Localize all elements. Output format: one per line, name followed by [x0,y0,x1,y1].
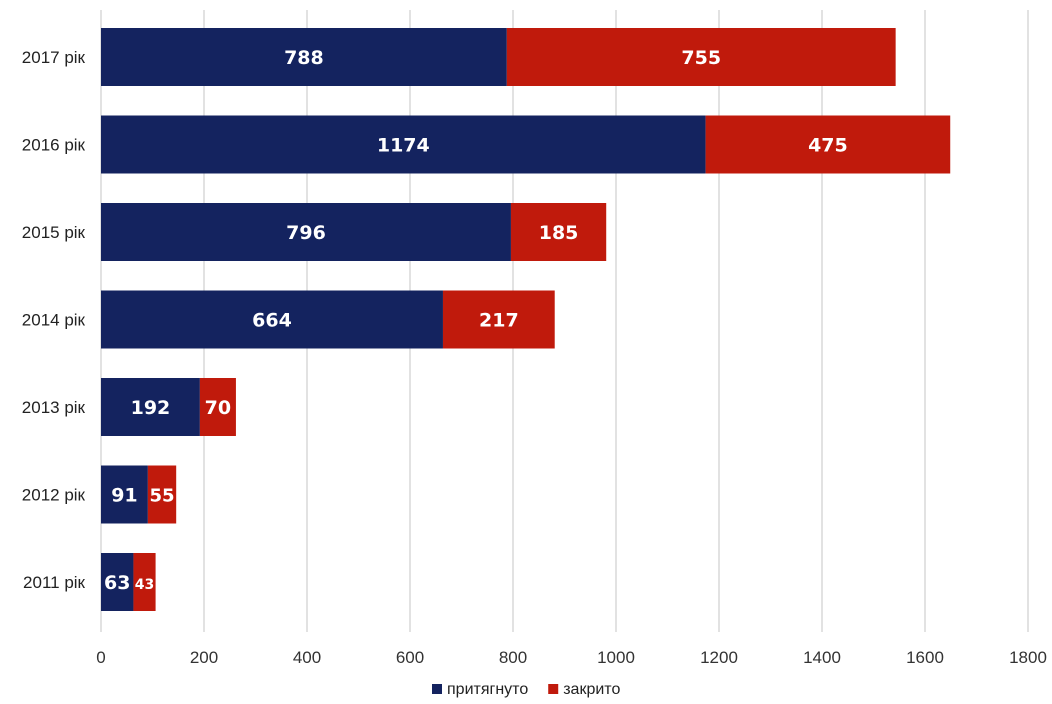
x-tick-label: 600 [396,648,424,667]
x-tick-label: 1400 [803,648,841,667]
x-tick-label: 1000 [597,648,635,667]
data-label: 664 [252,310,292,332]
legend: притягнуто закрито [432,681,620,698]
x-tick-label: 1800 [1009,648,1047,667]
bar-segment [147,465,177,524]
x-tick-label: 400 [293,648,321,667]
data-label: 755 [681,47,721,69]
bars: 788 755 1174 475 796 185 664 217 192 70 91 55 63 43 [101,28,951,611]
bar-segment [442,290,555,349]
data-label: 43 [135,577,154,593]
x-tick-label: 800 [499,648,527,667]
legend-swatch [548,684,559,694]
data-label: 788 [284,47,324,69]
x-tick-label: 200 [190,648,218,667]
legend-swatch [432,684,442,694]
data-label: 185 [539,222,579,244]
data-label: 55 [149,486,174,507]
data-label: 1174 [377,135,430,157]
data-label: 192 [131,397,171,419]
data-label: 63 [104,572,130,594]
x-axis-ticks: 0 200 400 600 800 1000 1200 1400 1600 1800 [96,648,1047,667]
data-label: 475 [808,135,848,157]
data-label: 70 [205,397,231,419]
bar-segment [101,203,511,261]
data-label: 91 [111,485,137,507]
x-tick-label: 1600 [906,648,944,667]
category-label: 2014 рік [22,311,86,330]
bar-segment [101,465,148,524]
category-label: 2015 рік [22,223,86,242]
bar-segment [101,378,200,436]
category-label: 2017 рік [22,48,86,67]
bar-segment [199,378,236,436]
bar-segment [506,28,896,86]
category-label: 2016 рік [22,136,86,155]
bar-segment [101,290,443,349]
x-tick-label: 1200 [700,648,738,667]
bar-segment [510,203,607,261]
legend-label: закрито [563,681,620,698]
category-label: 2012 рік [22,486,86,505]
bar-segment [101,28,507,86]
legend-label: притягнуто [447,681,528,698]
bar-segment [705,115,951,174]
category-label: 2013 рік [22,398,86,417]
x-tick-label: 0 [96,648,105,667]
category-label: 2011 рік [23,573,86,592]
bar-segment [101,115,706,174]
bar-segment [101,553,134,611]
data-label: 796 [286,222,326,244]
data-label: 217 [479,310,519,332]
bar-segment [133,553,156,611]
category-labels: 2017 рік 2016 рік 2015 рік 2014 рік 2013 рік… [22,48,86,592]
